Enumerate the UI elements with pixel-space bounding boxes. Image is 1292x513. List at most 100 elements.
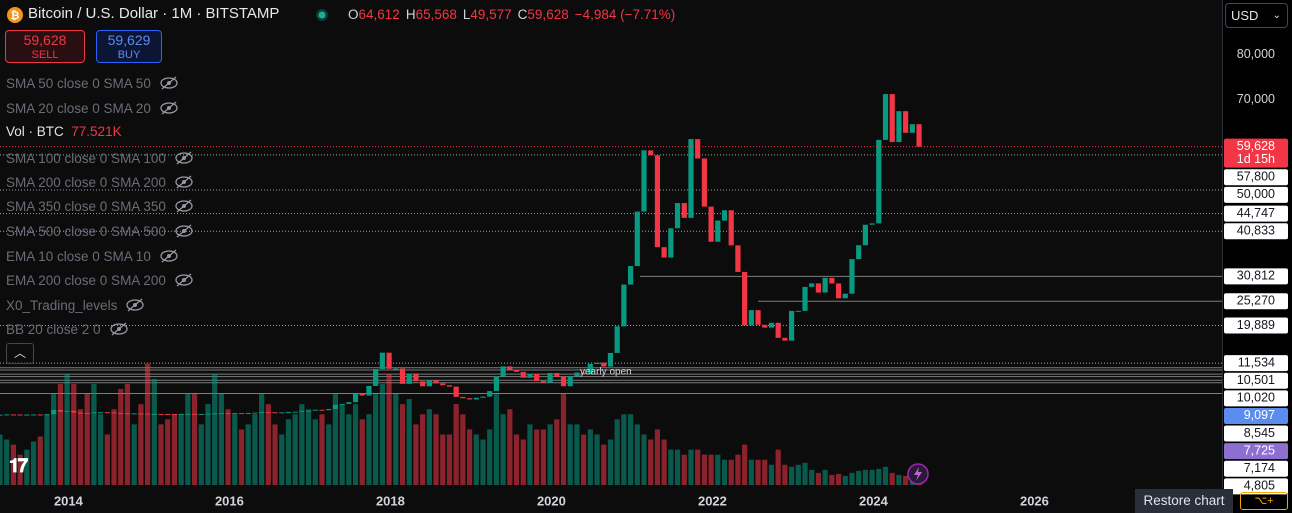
visibility-toggle[interactable] xyxy=(109,322,129,336)
tv-logo[interactable]: 𝟏𝟕 xyxy=(9,456,28,477)
volume-bar xyxy=(420,414,426,485)
lightning-button[interactable] xyxy=(906,462,930,486)
volume-bar xyxy=(10,444,17,485)
volume-bar xyxy=(346,414,352,485)
visibility-toggle[interactable] xyxy=(159,101,179,115)
level-label: 25,270 xyxy=(1237,294,1275,308)
volume-bar xyxy=(500,414,506,485)
volume-bar xyxy=(480,439,486,485)
candle-body xyxy=(527,373,533,378)
candle-body xyxy=(668,228,674,258)
volume-bar xyxy=(648,439,654,485)
visibility-toggle[interactable] xyxy=(174,199,194,213)
volume-bar xyxy=(426,409,432,485)
candle-body xyxy=(594,362,600,364)
candle-body xyxy=(51,409,57,415)
indicator[interactable]: SMA 20 close 0 SMA 20 xyxy=(6,99,178,116)
candle-body xyxy=(802,286,808,311)
volume-bar xyxy=(574,424,580,485)
visibility-toggle[interactable] xyxy=(125,298,145,312)
volume-bar xyxy=(259,394,265,485)
volume-bar xyxy=(627,414,634,485)
level-label: 4,805 xyxy=(1244,479,1275,493)
level-label: 11,534 xyxy=(1238,355,1275,369)
indicator[interactable]: SMA 50 close 0 SMA 50 xyxy=(6,74,178,91)
candle-body xyxy=(534,373,540,382)
level-label-box xyxy=(1224,205,1288,222)
collapse-button[interactable]: ︿ xyxy=(6,343,34,364)
buy-button[interactable]: 59,629 BUY xyxy=(96,30,162,63)
candle-body xyxy=(17,414,23,416)
symbol-title[interactable]: Bitcoin / U.S. Dollar · 1M · BITSTAMP xyxy=(28,5,280,22)
volume-bar xyxy=(748,459,754,485)
candle-body xyxy=(775,322,781,338)
volume-bar xyxy=(540,429,546,485)
visibility-toggle[interactable] xyxy=(174,224,194,238)
volume-bar xyxy=(373,394,379,485)
candle-body xyxy=(809,283,815,287)
restore-chart-button[interactable]: Restore chart xyxy=(1135,489,1233,513)
visibility-toggle[interactable] xyxy=(174,273,194,287)
shortcut-badge[interactable]: ⌥+ xyxy=(1240,492,1288,510)
level-label: 50,000 xyxy=(1237,187,1275,201)
volume-bar xyxy=(876,468,882,485)
indicator[interactable]: BB 20 close 2 0 xyxy=(6,320,128,337)
level-label: 9,097 xyxy=(1244,408,1275,422)
indicator[interactable]: SMA 200 close 0 SMA 200 xyxy=(6,173,193,190)
candle-body xyxy=(111,412,117,414)
indicator[interactable]: SMA 500 close 0 SMA 500 xyxy=(6,222,193,239)
volume-bar xyxy=(339,404,345,485)
indicator[interactable]: SMA 350 close 0 SMA 350 xyxy=(6,197,193,214)
visibility-toggle[interactable] xyxy=(174,151,194,165)
candle-body xyxy=(91,412,97,414)
candle-body xyxy=(426,380,432,387)
sell-button[interactable]: 59,628 SELL xyxy=(5,30,85,63)
candle-body xyxy=(151,413,157,415)
level-label-box xyxy=(1224,186,1288,203)
candle-body xyxy=(715,220,721,242)
volume-name: Vol · BTC xyxy=(6,124,64,139)
volume-indicator[interactable]: Vol · BTC 77.521K xyxy=(6,124,122,139)
volume-bar xyxy=(581,434,587,485)
volume-bar xyxy=(30,441,37,485)
candle-body xyxy=(453,386,459,397)
volume-bar xyxy=(453,404,459,485)
indicator-name: BB 20 close 2 0 xyxy=(6,322,101,337)
volume-bar xyxy=(326,424,332,485)
candle-body xyxy=(822,277,828,293)
volume-bar xyxy=(44,414,50,485)
candle-body xyxy=(708,206,714,242)
volume-bar xyxy=(742,444,748,485)
candle-body xyxy=(346,402,352,404)
indicator[interactable]: X0_Trading_levels xyxy=(6,296,144,313)
currency: USD xyxy=(1231,8,1259,23)
volume-bar xyxy=(762,459,768,485)
visibility-toggle[interactable] xyxy=(159,76,179,90)
candle-body xyxy=(627,266,634,285)
volume-bar xyxy=(4,439,10,485)
candle-body xyxy=(165,413,171,415)
candle-body xyxy=(84,413,90,415)
indicator[interactable]: SMA 100 close 0 SMA 100 xyxy=(6,149,193,166)
volume-bar xyxy=(721,459,728,485)
candle-body xyxy=(64,410,70,412)
level-label-box xyxy=(1224,372,1288,389)
visibility-toggle[interactable] xyxy=(159,249,179,263)
volume-bar xyxy=(198,424,204,485)
candle-body xyxy=(842,293,848,299)
volume-bar xyxy=(708,454,714,485)
candle-body xyxy=(24,414,30,416)
volume-bar xyxy=(560,394,567,485)
candle-body xyxy=(500,366,506,377)
candle-body xyxy=(909,124,915,133)
candle-body xyxy=(305,410,312,412)
indicator[interactable]: EMA 200 close 0 SMA 200 xyxy=(6,271,193,288)
visibility-toggle[interactable] xyxy=(174,175,194,189)
indicator[interactable]: EMA 10 close 0 SMA 10 xyxy=(6,247,178,264)
currency-select[interactable]: USD ⌄ xyxy=(1225,3,1288,28)
candle-body xyxy=(681,203,687,218)
candle-body xyxy=(480,396,486,398)
volume-bar xyxy=(292,414,298,485)
candle-body xyxy=(386,352,392,369)
